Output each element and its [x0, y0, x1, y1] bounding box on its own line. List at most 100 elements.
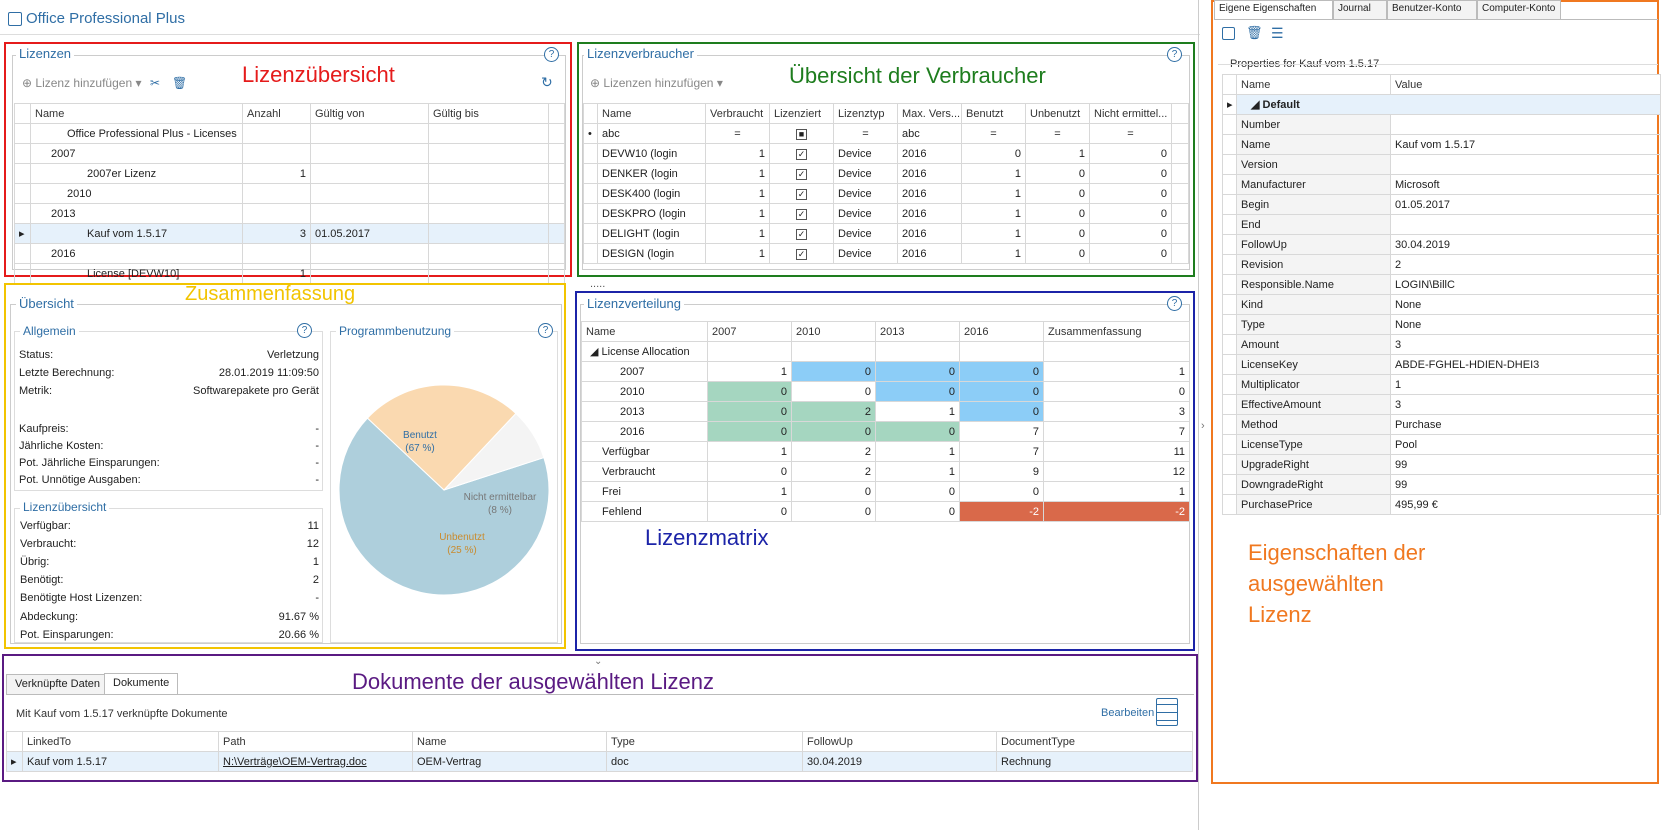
col-2013[interactable]: 2013 — [875, 321, 960, 342]
table-row[interactable]: DESKPRO (login 1 ✓ Device 2016 1 0 0 — [583, 203, 1189, 224]
tab-prop-2[interactable]: Benutzer-Konto — [1387, 0, 1477, 19]
col-name[interactable]: Name — [412, 731, 607, 752]
tab-verknuepfte-daten[interactable]: Verknüpfte Daten — [6, 674, 110, 694]
col-anzahl[interactable]: Anzahl — [242, 103, 311, 124]
property-row[interactable]: Version — [1222, 154, 1661, 175]
path-link[interactable]: N:\Verträge\OEM-Vertrag.doc — [218, 751, 413, 772]
licensed-checkbox[interactable]: ✓ — [796, 168, 807, 180]
property-row[interactable]: Number — [1222, 114, 1661, 135]
col-followup[interactable]: FollowUp — [802, 731, 997, 752]
col-unbenutzt[interactable]: Unbenutzt — [1025, 103, 1090, 124]
refresh-icon[interactable]: ↻ — [541, 74, 553, 90]
matrix-row[interactable]: 2010 0 0 0 0 0 — [581, 381, 1190, 402]
table-row[interactable]: DESIGN (login 1 ✓ Device 2016 1 0 0 — [583, 243, 1189, 264]
collapse-arrow-icon[interactable]: ⌄ — [594, 656, 603, 667]
property-row[interactable]: PurchasePrice 495,99 € — [1222, 494, 1661, 515]
add-consumers-button[interactable]: ⊕ Lizenzen hinzufügen ▾ — [590, 76, 723, 90]
filter-row[interactable]: • abc = ■ = abc = = = — [583, 123, 1189, 144]
property-row[interactable]: Kind None — [1222, 294, 1661, 315]
table-row[interactable]: 2007 — [14, 143, 565, 164]
table-row[interactable]: Office Professional Plus - Licenses — [14, 123, 565, 144]
table-row[interactable]: License [DEVW10] 1 — [14, 263, 565, 284]
col-type[interactable]: Type — [606, 731, 803, 752]
tab-prop-3[interactable]: Computer-Konto — [1477, 0, 1561, 19]
col-documenttype[interactable]: DocumentType — [996, 731, 1193, 752]
col-von[interactable]: Gültig von — [310, 103, 429, 124]
property-row[interactable]: Begin 01.05.2017 — [1222, 194, 1661, 215]
tab-prop-0[interactable]: Eigene Eigenschaften — [1214, 0, 1333, 19]
table-row[interactable]: DELIGHT (login 1 ✓ Device 2016 1 0 0 — [583, 223, 1189, 244]
group-row[interactable]: ◢ License Allocation — [581, 341, 1190, 362]
help-icon[interactable]: ? — [1167, 296, 1182, 311]
document-icon[interactable] — [1156, 698, 1178, 726]
property-row[interactable]: Name Kauf vom 1.5.17 — [1222, 134, 1661, 155]
licensed-checkbox[interactable]: ✓ — [796, 188, 807, 200]
col-name[interactable]: Name — [581, 321, 708, 342]
property-row[interactable]: Manufacturer Microsoft — [1222, 174, 1661, 195]
property-row[interactable]: Revision 2 — [1222, 254, 1661, 275]
table-row[interactable]: DESK400 (login 1 ✓ Device 2016 1 0 0 — [583, 183, 1189, 204]
matrix-row[interactable]: 2016 0 0 0 7 7 — [581, 421, 1190, 442]
license-matrix[interactable]: Name 2007 2010 2013 2016 Zusammenfassung ◢ Li… — [581, 321, 1190, 522]
property-row[interactable]: DowngradeRight 99 — [1222, 474, 1661, 495]
matrix-row[interactable]: Fehlend 0 0 0 -2 -2 — [581, 501, 1190, 522]
property-row[interactable]: End — [1222, 214, 1661, 235]
col-value[interactable]: Value — [1390, 74, 1661, 95]
edit-link[interactable]: Bearbeiten — [1101, 707, 1155, 719]
group-row[interactable]: ▸ ◢ Default — [1222, 94, 1661, 115]
help-icon[interactable]: ? — [538, 323, 553, 338]
col-name[interactable]: Name — [30, 103, 243, 124]
col-benutzt[interactable]: Benutzt — [961, 103, 1026, 124]
col-lizenztyp[interactable]: Lizenztyp — [833, 103, 898, 124]
property-row[interactable]: LicenseType Pool — [1222, 434, 1661, 455]
matrix-row[interactable]: 2007 1 0 0 0 1 — [581, 361, 1190, 382]
help-icon[interactable]: ? — [1167, 47, 1182, 62]
matrix-row[interactable]: Verbraucht 0 2 1 9 12 — [581, 461, 1190, 482]
save-icon[interactable] — [1222, 27, 1235, 40]
licensed-checkbox[interactable]: ✓ — [796, 208, 807, 220]
col-verbraucht[interactable]: Verbraucht — [705, 103, 770, 124]
property-row[interactable]: Type None — [1222, 314, 1661, 335]
table-row[interactable]: 2013 — [14, 203, 565, 224]
table-row[interactable]: DEVW10 (login 1 ✓ Device 2016 0 1 0 — [583, 143, 1189, 164]
property-row[interactable]: Responsible.Name LOGIN\BillC — [1222, 274, 1661, 295]
settings-icon[interactable]: ☰ — [1271, 25, 1284, 41]
property-row[interactable]: Method Purchase — [1222, 414, 1661, 435]
col-lizenziert[interactable]: Lizenziert — [769, 103, 834, 124]
matrix-row[interactable]: 2013 0 2 1 0 3 — [581, 401, 1190, 422]
table-row[interactable]: 2016 — [14, 243, 565, 264]
col-nicht-ermittelbar[interactable]: Nicht ermittel... — [1089, 103, 1172, 124]
col-name[interactable]: Name — [1236, 74, 1391, 95]
col-name[interactable]: Name — [597, 103, 706, 124]
licensed-checkbox[interactable]: ✓ — [796, 148, 807, 160]
col-path[interactable]: Path — [218, 731, 413, 752]
col-2010[interactable]: 2010 — [791, 321, 876, 342]
table-row[interactable]: 2010 — [14, 183, 565, 204]
splitter-dots[interactable]: ..... — [590, 278, 606, 290]
licenses-tree[interactable]: Name Anzahl Gültig von Gültig bis Office Pr… — [14, 103, 565, 284]
property-row[interactable]: UpgradeRight 99 — [1222, 454, 1661, 475]
licensed-checkbox[interactable]: ✓ — [796, 228, 807, 240]
col-2016[interactable]: 2016 — [959, 321, 1044, 342]
table-row[interactable]: DENKER (login 1 ✓ Device 2016 1 0 0 — [583, 163, 1189, 184]
table-row-selected[interactable]: ▸ Kauf vom 1.5.17 3 01.05.2017 — [14, 223, 565, 244]
property-row[interactable]: Amount 3 — [1222, 334, 1661, 355]
col-2007[interactable]: 2007 — [707, 321, 792, 342]
matrix-row[interactable]: Verfügbar 1 2 1 7 11 — [581, 441, 1190, 462]
licensed-checkbox[interactable]: ✓ — [796, 248, 807, 260]
properties-grid[interactable]: Name Value ▸ ◢ Default Number Name Kauf vom … — [1222, 74, 1661, 515]
add-license-button[interactable]: ⊕ Lizenz hinzufügen ▾ — [22, 76, 142, 90]
col-max-vers[interactable]: Max. Vers... — [897, 103, 962, 124]
tab-dokumente[interactable]: Dokumente — [104, 673, 179, 694]
delete-icon[interactable]: 🗑 — [1246, 25, 1263, 40]
help-icon[interactable]: ? — [297, 323, 312, 338]
remove-link-icon[interactable]: ✂ — [150, 76, 161, 90]
consumers-table[interactable]: Name Verbraucht Lizenziert Lizenztyp Max. Ve… — [583, 103, 1189, 264]
help-icon[interactable]: ? — [544, 47, 559, 62]
table-row[interactable]: 2007er Lizenz 1 — [14, 163, 565, 184]
delete-icon[interactable]: 🗑 — [172, 76, 188, 90]
property-row[interactable]: LicenseKey ABDE-FGHEL-HDIEN-DHEI3 — [1222, 354, 1661, 375]
property-row[interactable]: EffectiveAmount 3 — [1222, 394, 1661, 415]
tab-prop-1[interactable]: Journal — [1333, 0, 1387, 19]
expand-arrow-icon[interactable]: › — [1201, 420, 1205, 432]
